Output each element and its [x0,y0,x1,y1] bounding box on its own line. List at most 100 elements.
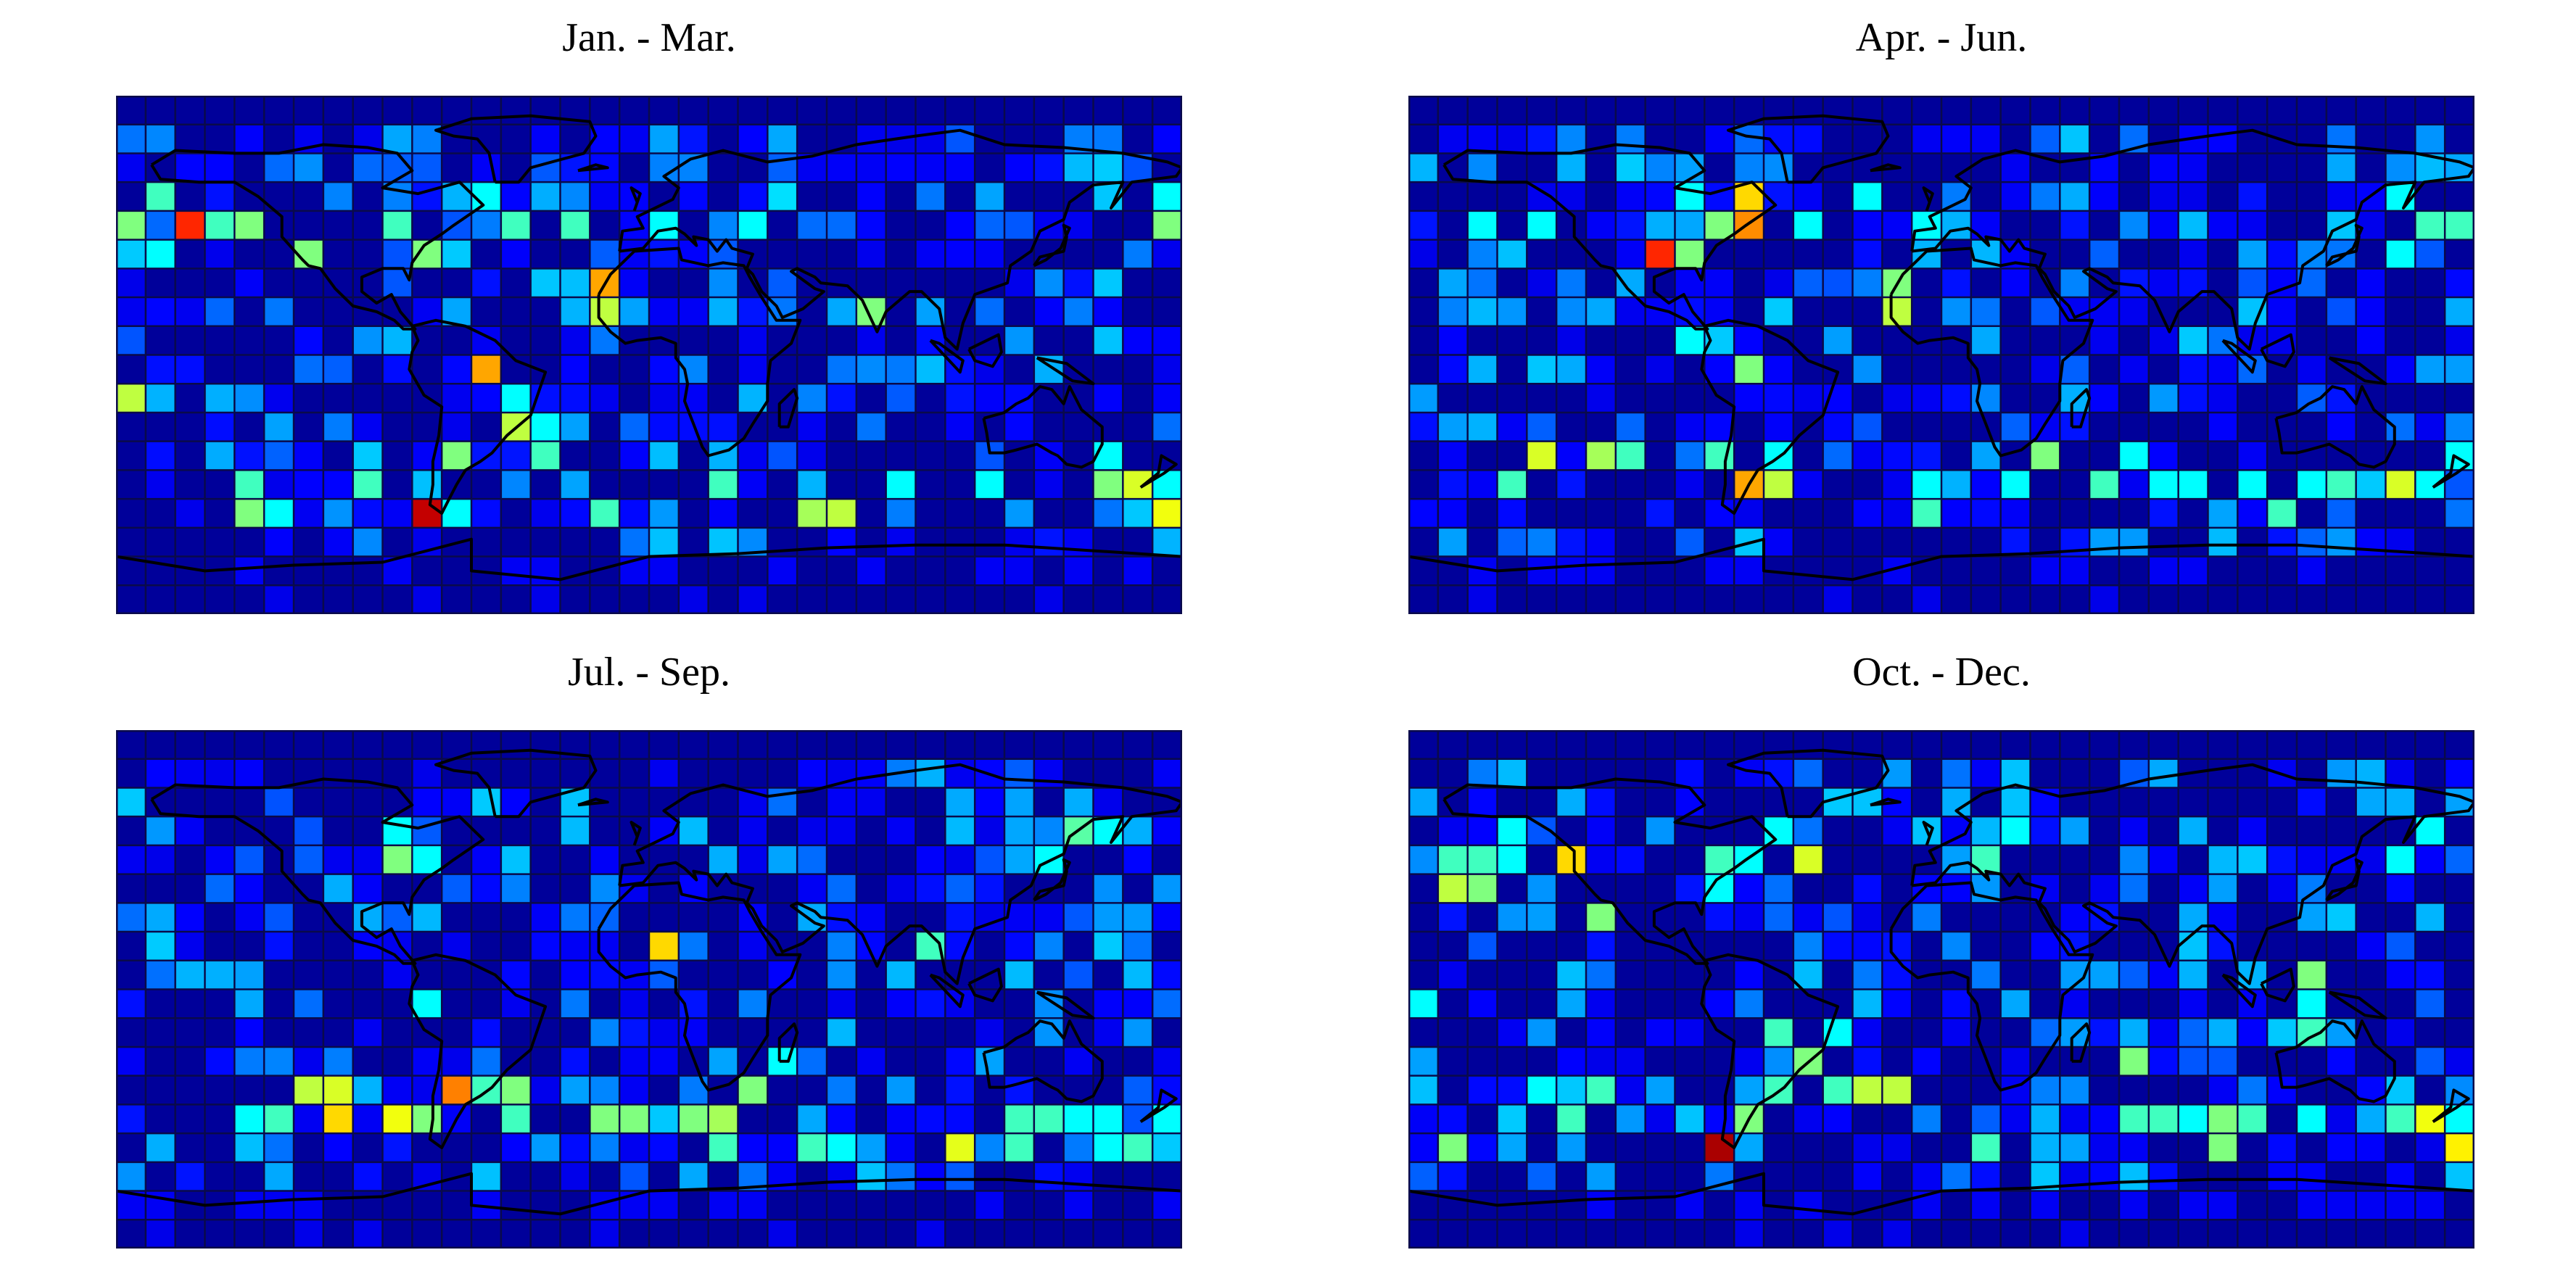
grid-cell [234,470,265,500]
grid-cell [2178,730,2208,760]
grid-cell [797,96,827,125]
grid-cell [856,441,887,471]
grid-cell [2385,124,2416,154]
grid-cell [619,96,650,125]
grid-cell [1645,989,1675,1019]
grid-cell [382,124,413,154]
grid-cell [116,874,146,903]
grid-cell [619,845,650,875]
grid-cell [1437,499,1469,529]
grid-cell [886,1133,916,1163]
grid-cell [530,758,561,788]
map-frame [1408,730,2474,1249]
grid-cell [1882,1162,1912,1192]
grid-cell [856,384,887,413]
grid-cell [145,124,176,154]
grid-cell [827,1018,857,1048]
grid-cell [2297,297,2327,327]
grid-cell [915,441,946,471]
grid-cell [2148,1191,2179,1220]
grid-cell [2000,412,2031,442]
grid-cell [590,1046,620,1077]
grid-cell [382,1018,413,1048]
grid-cell [590,960,620,990]
grid-cell [1852,268,1883,298]
grid-cell [2267,239,2298,269]
grid-cell [1152,268,1182,298]
grid-cell [2267,527,2298,558]
grid-cell [382,845,413,875]
grid-cell [2000,355,2031,384]
grid-cell [205,412,235,442]
grid-cell [2148,845,2179,875]
grid-cell [205,1046,235,1077]
grid-cell [2060,96,2090,125]
grid-cell [590,730,620,760]
coastline [2328,356,2387,386]
grid-cell [1586,268,1617,298]
grid-cell [2000,1133,2031,1163]
grid-cell [1704,96,1735,125]
grid-cell [2178,268,2208,298]
grid-cell [1586,355,1617,384]
grid-cell [738,412,768,442]
grid-cell [915,499,946,529]
grid-cell [649,355,680,384]
grid-cell [649,1075,680,1105]
grid-cell [471,585,502,614]
grid-cell [1615,989,1646,1019]
grid-cell [1152,96,1182,125]
grid-cell [2089,441,2120,471]
grid-cell [1527,585,1557,614]
grid-cell [2445,903,2474,932]
grid-cell [2237,527,2268,558]
grid-cell [1912,412,1942,442]
grid-cell [2267,1018,2298,1048]
grid-cell [2445,182,2474,212]
grid-cell [560,1075,590,1105]
grid-cell [1586,499,1617,529]
grid-cell [145,1220,176,1249]
grid-cell [738,499,768,529]
grid-cell [856,816,887,846]
grid-cell [1467,96,1498,125]
grid-cell [797,412,827,442]
grid-cell [856,1133,887,1163]
grid-cell [1123,932,1153,961]
grid-cell [886,527,916,558]
grid-cell [234,96,265,125]
grid-cell [1675,903,1705,932]
grid-cell [1063,787,1094,817]
grid-cell [2148,730,2179,760]
grid-cell [1882,960,1912,990]
grid-cell [530,96,561,125]
grid-cell [2385,1104,2416,1134]
coastline [967,967,1003,1003]
grid-cell [1497,1075,1527,1105]
grid-cell [1645,556,1675,586]
grid-cell [2119,499,2150,529]
grid-cell [2178,787,2208,817]
grid-cell [2119,932,2150,961]
grid-cell [1675,441,1705,471]
grid-cell [738,845,768,875]
grid-cell [619,1075,650,1105]
grid-cell [2385,1075,2416,1105]
grid-cell [915,96,946,125]
grid-cell [886,989,916,1019]
grid-cell [767,874,798,903]
grid-cell [1408,412,1439,442]
grid-cell [1912,903,1942,932]
grid-cell [886,96,916,125]
grid-cell [1615,153,1646,183]
grid-cell [294,441,324,471]
grid-cell [205,355,235,384]
grid-cell [1615,1133,1646,1163]
grid-cell [2089,1133,2120,1163]
grid-cell [649,903,680,932]
grid-cell [2178,441,2208,471]
grid-cell [1764,1220,1794,1249]
grid-cell [1556,1162,1587,1192]
grid-cell [1882,412,1912,442]
grid-cell [1063,96,1094,125]
